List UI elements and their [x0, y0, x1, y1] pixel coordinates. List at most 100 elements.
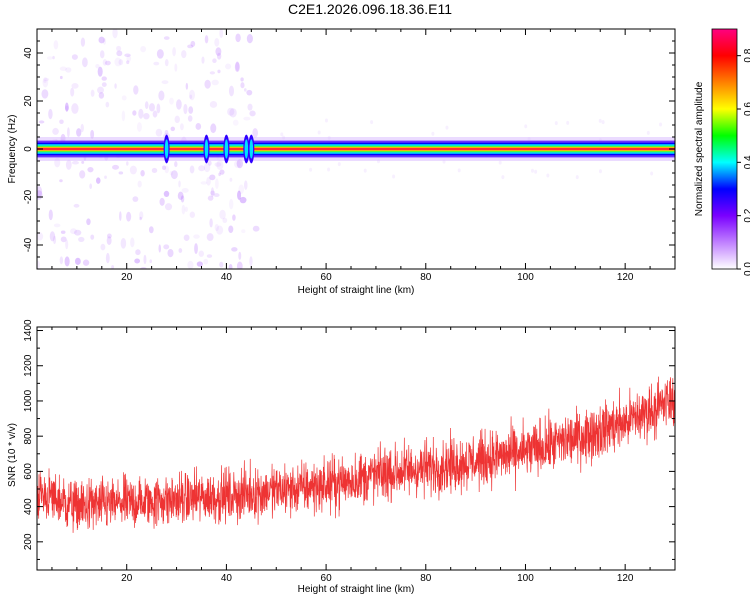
spectrogram-noise-blob [183, 103, 188, 115]
spectrogram-noise-blob [43, 77, 50, 82]
spectrogram-noise-blob [98, 92, 105, 99]
spectrogram-noise-blob [164, 165, 169, 174]
spectrogram-noise-blob [203, 258, 209, 265]
spectrogram-noise-blob [153, 61, 160, 66]
spectrogram-noise-blob [174, 63, 178, 72]
spectrogram-noise-blob [215, 47, 222, 56]
spectrogram-noise-blob [49, 231, 56, 242]
spectrogram-noise-blob [156, 103, 161, 114]
spectrogram-bright-spot-core [164, 139, 169, 159]
snr-xtick-label: 40 [221, 573, 233, 584]
spectrogram-noise-blob [219, 261, 224, 268]
spectrogram-noise-blob [252, 128, 258, 138]
spectrogram-noise-blob [317, 130, 321, 135]
snr-ytick-label: 600 [23, 463, 34, 480]
spectrogram-noise-blob [222, 217, 228, 224]
snr-xtick-label: 60 [321, 573, 333, 584]
spectrogram-noise-blob [228, 198, 234, 210]
spectrogram-noise-blob [566, 120, 570, 125]
spectrogram-noise-blob [243, 116, 251, 121]
spectrogram-noise-blob [82, 259, 90, 266]
spectrogram-noise-blob [174, 161, 178, 168]
spectrogram-noise-blob [219, 29, 224, 39]
spectrogram-noise-blob [210, 123, 217, 134]
spectrogram-noise-blob [249, 110, 256, 117]
spectrogram-noise-blob [124, 53, 131, 58]
spectrogram-noise-blob [121, 110, 126, 122]
spectrogram-noise-blob [104, 175, 107, 179]
spectrogram-noise-blob [102, 59, 108, 66]
spectrogram-ytick-label: 20 [23, 95, 34, 107]
spectrogram-noise-blob [139, 216, 142, 221]
spectrogram-noise-blob [60, 236, 67, 243]
spectrogram-noise-blob [324, 118, 328, 123]
spectrogram-noise-blob [219, 169, 225, 175]
spectrogram-noise-blob [126, 211, 132, 222]
spectrogram-noise-blob [102, 38, 107, 45]
spectrogram-noise-blob [120, 237, 127, 249]
spectrogram-noise-blob [189, 165, 195, 174]
spectrogram-noise-blob [235, 61, 240, 72]
snr-ytick-label: 1000 [23, 389, 34, 412]
spectrogram-noise-blob [73, 229, 82, 236]
spectrogram-noise-blob [228, 85, 235, 97]
spectrogram-noise-blob [96, 177, 101, 184]
spectrogram-noise-blob [172, 47, 176, 57]
spectrogram-noise-blob [97, 66, 103, 77]
spectrogram-ytick-label: -20 [23, 189, 34, 204]
spectrogram-noise-blob [139, 211, 144, 220]
spectrogram-noise-blob [135, 249, 141, 256]
spectrogram-noise-blob [59, 66, 67, 71]
spectrogram-noise-blob [575, 175, 579, 180]
spectrogram-noise-blob [155, 128, 163, 137]
spectrogram-noise-blob [101, 76, 107, 81]
spectrogram-noise-blob [229, 177, 233, 182]
spectrogram-noise-blob [149, 259, 153, 264]
spectrogram-noise-blob [156, 49, 164, 59]
spectrogram-noise-blob [98, 36, 105, 44]
spectrogram-noise-blob [143, 254, 147, 265]
spectrogram-noise-blob [59, 75, 63, 80]
spectrogram-noise-blob [59, 179, 63, 183]
spectrogram-noise-blob [457, 168, 461, 173]
spectrogram-noise-blob [65, 105, 70, 111]
spectrogram-noise-blob [498, 160, 502, 165]
snr-xtick-label: 100 [517, 573, 534, 584]
spectrogram-noise-blob [184, 206, 188, 213]
spectrogram-noise-blob [112, 164, 120, 170]
spectrogram-noise-blob [114, 83, 117, 89]
figure-title: C2E1.2026.096.18.36.E11 [288, 1, 452, 17]
spectrogram-noise-blob [118, 59, 124, 66]
spectrogram-noise-blob [501, 175, 505, 180]
spectrogram-noise-blob [71, 83, 79, 89]
spectrogram-noise-blob [158, 90, 165, 101]
colorbar-ticks: 0.0 0.2 0.4 0.6 0.8 [737, 48, 750, 276]
snr-ticks: 20 40 60 80 100 120 200 400 600 800 1000 1200 1400 [23, 319, 676, 584]
spectrogram-noise-blob [59, 119, 64, 125]
spectrogram-noise-blob [80, 123, 84, 133]
spectrogram-noise-blob [134, 258, 141, 264]
spectrogram-noise-blob [53, 223, 61, 228]
snr-panel: 20 40 60 80 100 120 200 400 600 800 1000 1200 1400 H… [7, 319, 676, 595]
spectrogram-noise-blob [554, 121, 558, 126]
spectrogram-noise-blob [52, 55, 55, 60]
spectrogram-noise-blob [214, 37, 220, 47]
spectrogram-noise-blob [327, 167, 331, 172]
spectrogram-noise-blob [198, 165, 206, 172]
spectrogram-noise-blob [207, 195, 214, 201]
spectrogram-noise-blob [114, 57, 122, 67]
spectrogram-noise-blob [246, 34, 253, 44]
spectrogram-noise-blob [209, 218, 213, 228]
spectrogram-noise-blob [70, 228, 77, 235]
spectrogram-noise-blob [73, 203, 80, 208]
spectrogram-noise-blob [177, 191, 184, 201]
spectrogram-xtick-label: 40 [221, 272, 233, 283]
spectrogram-noise-blob [65, 67, 72, 73]
spectrogram-noise-blob [215, 178, 219, 190]
snr-frame [36, 326, 676, 571]
spectrogram-noise-blob [204, 79, 211, 89]
spectrogram-noise-blob [151, 167, 158, 174]
spectrogram-noise-blob [534, 169, 538, 174]
spectrogram-noise-blob [210, 190, 216, 196]
spectrogram-noise-blob [118, 171, 124, 175]
